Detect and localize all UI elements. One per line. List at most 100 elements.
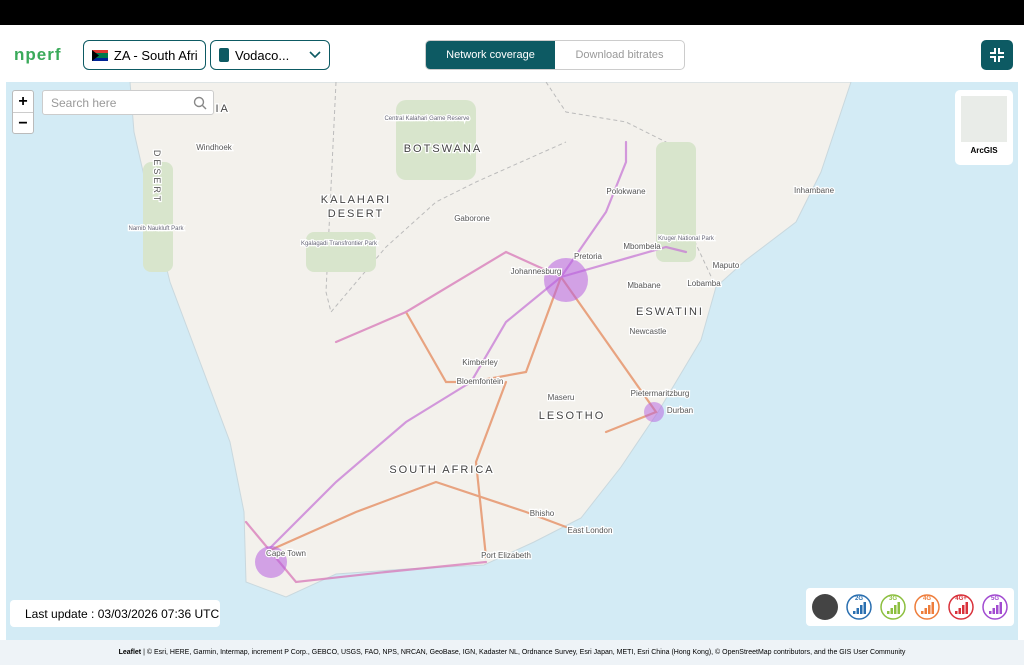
country-select[interactable]: ZA - South Afri (83, 40, 206, 70)
signal-bar (853, 611, 856, 614)
place-label: Mbabane (627, 281, 661, 290)
signal-bar (897, 602, 900, 614)
place-label: Pietermaritzburg (631, 389, 690, 398)
place-label: DESERT (328, 208, 384, 220)
place-label: Newcastle (630, 327, 667, 336)
signal-bar (958, 608, 961, 614)
place-label: SOUTH AFRICA (389, 464, 494, 476)
place-label: Bhisho (530, 509, 555, 518)
place-label: DESERT (152, 150, 162, 204)
signal-bar (928, 605, 931, 614)
place-label: Central Kalahari Game Reserve (384, 116, 470, 122)
country-label: ZA - South Afri (113, 47, 197, 63)
attribution-text: | © Esri, HERE, Garmin, Intermap, increm… (143, 649, 906, 656)
signal-bar (962, 605, 965, 614)
place-label: Kimberley (462, 358, 498, 367)
top-bar (0, 0, 1024, 25)
no-coverage-icon[interactable] (812, 594, 838, 620)
road (264, 275, 563, 554)
place-label: Johannesburg (511, 267, 562, 276)
zoom-control: + − (12, 90, 34, 134)
legend-label: 5G (991, 596, 999, 602)
legend-icons: 2G 3G 4G 4G+ 5G (812, 594, 1008, 620)
zoom-out[interactable]: − (18, 115, 28, 132)
park (306, 232, 376, 272)
signal-bar (863, 602, 866, 614)
border (325, 82, 567, 314)
place-label: Polokwane (606, 187, 646, 196)
place-label: Maseru (548, 393, 575, 402)
signal-bar (890, 608, 893, 614)
road (334, 250, 563, 344)
place-label: Bloemfontein (457, 377, 504, 386)
signal-bar (989, 611, 992, 614)
logo[interactable]: nperf (14, 45, 62, 64)
legend: 2G 3G 4G 4G+ 5G (806, 588, 1014, 626)
operator-select[interactable]: Vodaco... (210, 40, 330, 70)
place-label: Port Elizabeth (481, 551, 531, 560)
signal-bar (931, 602, 934, 614)
road (559, 245, 688, 279)
coverage-cluster (544, 258, 588, 302)
signal-bar (955, 611, 958, 614)
place-label: LESOTHO (539, 410, 606, 422)
place-label: East London (568, 526, 613, 535)
place-label: Gaborone (454, 214, 490, 223)
place-label: Durban (667, 406, 693, 415)
signal-bar (921, 611, 924, 614)
place-label: Inhambane (794, 186, 835, 195)
place-label: ESWATINI (636, 306, 704, 318)
signal-bar (999, 602, 1002, 614)
sim-icon (219, 48, 229, 62)
fullscreen-button[interactable] (981, 40, 1013, 70)
place-label: Mbombela (623, 242, 661, 251)
road (559, 140, 628, 279)
flag (92, 49, 108, 61)
road (404, 275, 563, 384)
collapse-icon (990, 48, 1004, 62)
legend-label: 2G (855, 596, 863, 602)
tab[interactable]: Download bitrates (575, 49, 664, 61)
place-label: Kgalagadi Transfrontier Park (301, 241, 378, 247)
place-label: Maputo (713, 261, 740, 270)
signal-bar (996, 605, 999, 614)
attribution-leaflet: Leaflet (118, 649, 142, 656)
park (396, 100, 476, 180)
road (474, 380, 508, 559)
legend-label: 3G (889, 596, 897, 602)
place-label: BOTSWANA (404, 143, 483, 155)
park (143, 162, 173, 272)
place-label: Pretoria (574, 252, 603, 261)
search-icon (193, 96, 207, 110)
signal-bar (924, 608, 927, 614)
place-label: Cape Town (266, 549, 306, 558)
signal-bar (992, 608, 995, 614)
basemap-switch[interactable]: ArcGIS (955, 90, 1013, 165)
place-label: Namib Naukluft Park (128, 226, 184, 232)
place-label: Kruger National Park (658, 236, 715, 242)
basemap-thumb (961, 96, 1007, 142)
legend-label: 4G+ (955, 596, 967, 602)
signal-bar (856, 608, 859, 614)
signal-bar (887, 611, 890, 614)
tabs: Network coverage Download bitrates (425, 40, 685, 70)
park (656, 142, 696, 262)
attribution: Leaflet | © Esri, HERE, Garmin, Intermap… (0, 640, 1024, 665)
place-label: Lobamba (687, 279, 721, 288)
header: nperf ZA - South Afri Vodaco... Network … (0, 25, 1024, 82)
signal-bar (894, 605, 897, 614)
search-placeholder: Search here (51, 96, 117, 110)
road (264, 480, 568, 554)
basemap-label: ArcGIS (970, 146, 998, 155)
place-label: Windhoek (196, 143, 233, 152)
zoom-in[interactable]: + (13, 91, 33, 113)
coverage-cluster (644, 402, 664, 422)
chevron (309, 51, 321, 59)
signal-bar (860, 605, 863, 614)
tab[interactable]: Network coverage (426, 41, 555, 69)
last-update: Last update : 03/03/2026 07:36 UTC (10, 600, 220, 627)
search-box[interactable]: Search here (42, 90, 214, 115)
coverage-cluster (255, 546, 287, 578)
